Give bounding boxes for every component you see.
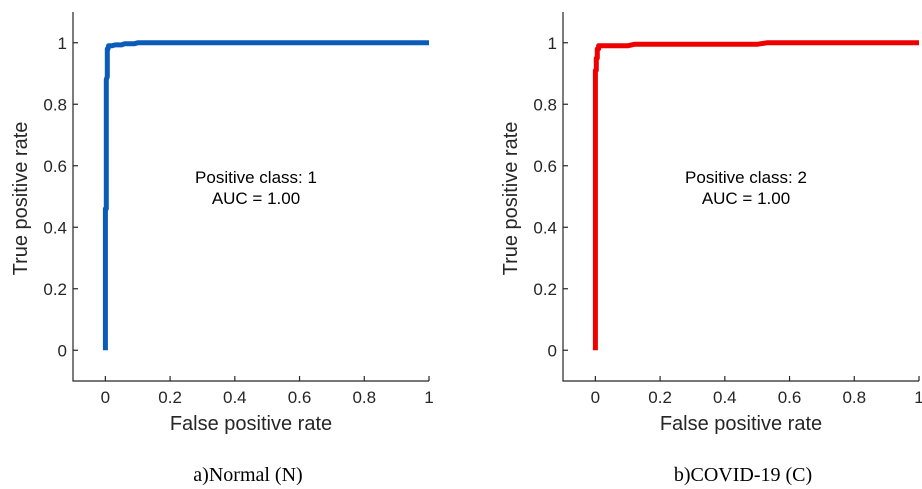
roc-curve xyxy=(102,40,429,351)
y-tick-label: 0.4 xyxy=(43,218,67,237)
y-tick-label: 0.4 xyxy=(533,218,557,237)
x-tick-label: 0.6 xyxy=(288,388,312,407)
x-tick-label: 1 xyxy=(914,388,922,407)
y-tick-label: 0.2 xyxy=(533,280,557,299)
y-tick-label: 0.8 xyxy=(43,95,67,114)
x-tick-label: 0.4 xyxy=(713,388,737,407)
y-axis-title: True positive rate xyxy=(500,122,522,276)
roc-panel-covid: 0 0.2 0.4 0.6 0.8 1 0 0.2 0.4 0.6 0.8 1 False positi… xyxy=(500,12,922,486)
x-tick-label: 0 xyxy=(591,388,600,407)
panel-caption: b)COVID-19 (C) xyxy=(674,464,812,486)
x-axis-title: False positive rate xyxy=(660,413,822,435)
x-tick-label: 0.2 xyxy=(158,388,182,407)
x-tick-label: 0.6 xyxy=(778,388,802,407)
y-tick-label: 0.6 xyxy=(43,157,67,176)
y-tick-label: 1 xyxy=(548,34,557,53)
x-tick-label: 1 xyxy=(424,388,433,407)
annotation-line: AUC = 1.00 xyxy=(702,189,790,208)
y-tick-label: 0.2 xyxy=(43,280,67,299)
annotation-line: Positive class: 2 xyxy=(685,168,807,187)
x-tick-label: 0.8 xyxy=(352,388,376,407)
x-tick-label: 0.8 xyxy=(842,388,866,407)
axes-frame xyxy=(562,12,919,382)
y-tick-label: 0.8 xyxy=(533,95,557,114)
y-tick-label: 0.6 xyxy=(533,157,557,176)
roc-curve xyxy=(592,40,919,351)
y-axis-title: True positive rate xyxy=(10,122,32,276)
x-tick-label: 0.4 xyxy=(223,388,247,407)
x-tick-label: 0.2 xyxy=(648,388,672,407)
axes-frame xyxy=(72,12,429,382)
y-tick-label: 0 xyxy=(548,341,557,360)
annotation-line: Positive class: 1 xyxy=(195,168,317,187)
annotation-line: AUC = 1.00 xyxy=(212,189,300,208)
panel-caption: a)Normal (N) xyxy=(193,464,302,486)
x-tick-label: 0 xyxy=(101,388,110,407)
roc-panel-normal: 0 0.2 0.4 0.6 0.8 1 0 0.2 0.4 0.6 0.8 1 False positi… xyxy=(10,12,434,486)
x-axis-title: False positive rate xyxy=(170,413,332,435)
y-tick-label: 0 xyxy=(58,341,67,360)
y-tick-label: 1 xyxy=(58,34,67,53)
